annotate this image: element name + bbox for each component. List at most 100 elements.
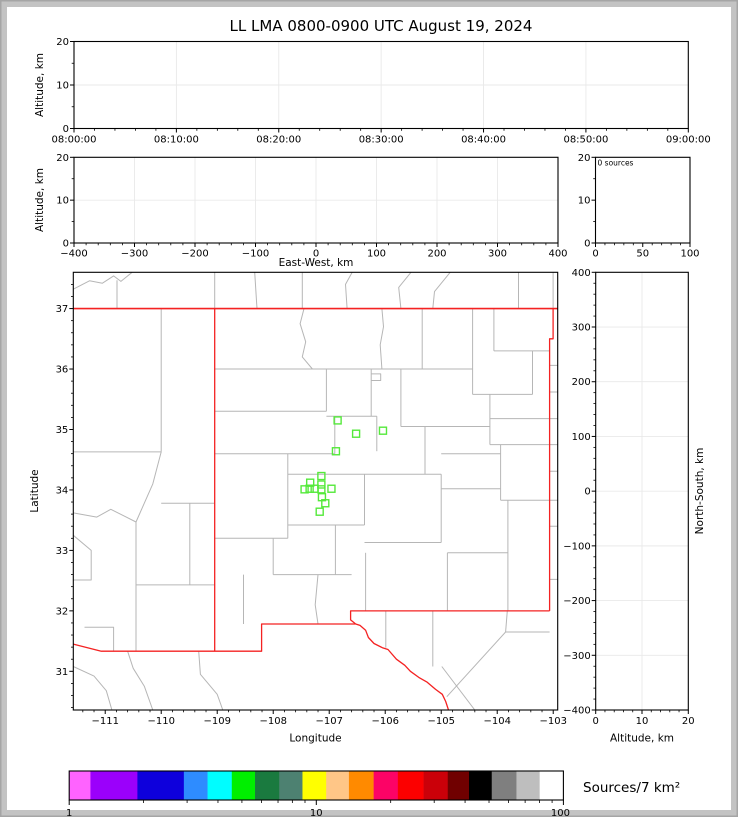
y-tick-label: 34	[56, 485, 69, 496]
colorbar-segment	[326, 771, 350, 800]
county-border	[73, 272, 133, 290]
x-tick-label: 50	[636, 249, 649, 260]
source-marker	[300, 485, 309, 494]
colorbar-segment	[279, 771, 303, 800]
county-border	[446, 631, 506, 698]
source-marker	[333, 416, 342, 425]
county-border	[379, 308, 384, 370]
x-tick-label: 0	[592, 249, 598, 260]
map-xlabel: Longitude	[289, 733, 341, 745]
y-tick-label: 0	[584, 487, 590, 498]
state-border	[349, 610, 550, 625]
county-border	[345, 272, 353, 309]
ns-height-ylabel: North-South, km	[694, 448, 706, 535]
y-tick-label: −400	[563, 706, 590, 717]
colorbar-segment	[539, 771, 564, 800]
county-border	[299, 308, 313, 370]
x-tick-label: 08:40:00	[461, 135, 506, 146]
colorbar-tick-label: 100	[551, 808, 570, 817]
x-tick-label: 0	[593, 716, 599, 727]
axis-ticks	[69, 41, 691, 714]
y-tick-label: 200	[572, 377, 591, 388]
x-tick-label: −103	[539, 716, 566, 727]
ew-height-ylabel: Altitude, km	[34, 168, 46, 232]
colorbar-segment	[373, 771, 399, 800]
colorbar: 1 10 100	[66, 770, 570, 817]
x-tick-label: 08:10:00	[154, 135, 199, 146]
x-tick-label: 08:20:00	[256, 135, 301, 146]
y-tick-label: 0	[63, 239, 69, 250]
x-tick-label: −200	[181, 249, 208, 260]
x-tick-label: −105	[427, 716, 454, 727]
county-border	[84, 626, 115, 652]
chart-title: LL LMA 0800-0900 UTC August 19, 2024	[230, 17, 533, 35]
county-border	[254, 272, 258, 309]
x-tick-label: 300	[488, 249, 507, 260]
y-tick-label: 10	[56, 196, 69, 207]
y-tick-label: 100	[572, 432, 591, 443]
source-marker	[321, 499, 330, 508]
source-marker	[317, 471, 326, 481]
colorbar-segment	[207, 771, 233, 800]
x-tick-label: −111	[91, 716, 118, 727]
x-tick-label: −104	[483, 716, 510, 727]
y-tick-label: 37	[56, 304, 69, 315]
colorbar-label: Sources/7 km²	[583, 780, 680, 796]
colorbar-segment	[69, 771, 91, 800]
y-tick-label: −200	[563, 596, 590, 607]
state-border	[548, 308, 554, 611]
x-tick-label: −108	[259, 716, 286, 727]
y-tick-label: 20	[56, 153, 69, 164]
x-tick-label: 100	[367, 249, 386, 260]
x-tick-label: 20	[682, 716, 695, 727]
colorbar-tick-label: 10	[310, 808, 323, 817]
colorbar-segment	[255, 771, 280, 800]
plan-view-map	[73, 272, 558, 710]
axis-box	[72, 271, 559, 711]
page-background	[7, 7, 731, 810]
x-tick-label: 0	[313, 249, 319, 260]
y-tick-label: −300	[563, 651, 590, 662]
y-tick-label: 31	[56, 667, 69, 678]
y-tick-label: 0	[584, 239, 590, 250]
county-border	[314, 574, 319, 625]
colorbar-segment	[397, 771, 424, 800]
state-border	[73, 623, 356, 652]
colorbar-segment	[90, 771, 138, 800]
source-marker	[305, 478, 315, 487]
x-tick-label: 08:00:00	[52, 135, 97, 146]
x-tick-label: 400	[548, 249, 567, 260]
x-tick-label: −110	[147, 716, 174, 727]
source-marker	[317, 485, 326, 494]
x-tick-label: 09:00:00	[666, 135, 711, 146]
y-tick-label: 300	[572, 323, 591, 334]
county-border	[73, 534, 92, 581]
source-marker	[315, 507, 324, 516]
ns-height-xlabel: Altitude, km	[610, 733, 674, 745]
tick-labels: 08:00:00 08:10:00 08:20:00 08:30:00 08:40:00…	[52, 37, 711, 727]
source-marker	[351, 429, 361, 438]
x-tick-label: 08:50:00	[563, 135, 608, 146]
time-height-ylabel: Altitude, km	[34, 53, 46, 117]
x-tick-label: −109	[203, 716, 230, 727]
colorbar-segment	[491, 771, 517, 800]
ew-height-xlabel: East-West, km	[279, 257, 354, 269]
x-tick-label: 200	[427, 249, 446, 260]
colorbar-tick-label: 1	[66, 808, 72, 817]
y-tick-label: 10	[578, 196, 591, 207]
colorbar-segment	[348, 771, 374, 800]
county-border	[127, 651, 154, 710]
x-tick-label: −100	[242, 249, 269, 260]
county-border	[73, 508, 137, 523]
colorbar-segment	[423, 771, 449, 800]
state-border	[355, 623, 450, 710]
x-tick-label: 08:30:00	[359, 135, 404, 146]
y-tick-label: 0	[63, 124, 69, 135]
x-tick-label: −107	[315, 716, 342, 727]
colorbar-segment	[516, 771, 540, 800]
x-tick-label: 100	[680, 249, 699, 260]
colorbar-segment	[183, 771, 208, 800]
colorbar-segment	[231, 771, 256, 800]
